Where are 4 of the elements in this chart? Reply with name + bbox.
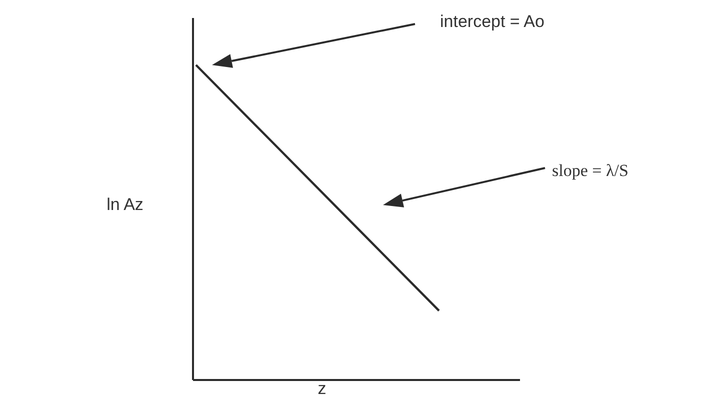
text: intercept = Ao <box>440 12 544 31</box>
x-axis-title: z <box>318 379 326 398</box>
y-axis-title: ln Az <box>106 195 144 214</box>
text: slope = λ/S <box>552 161 628 180</box>
